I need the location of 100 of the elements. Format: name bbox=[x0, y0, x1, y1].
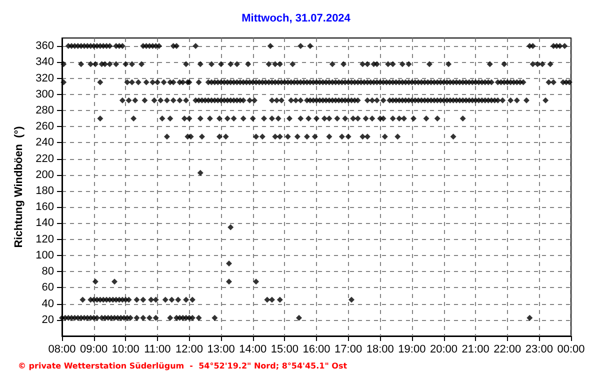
point bbox=[106, 43, 113, 50]
point bbox=[188, 134, 194, 140]
text: © private Wetterstation Süderlügum - 54°52'19.2" Nord; 8°54'45.1" Ost bbox=[18, 362, 348, 370]
point bbox=[340, 61, 347, 68]
y-tick-label: 100 bbox=[36, 249, 54, 262]
y-tick-label: 220 bbox=[36, 152, 54, 165]
point bbox=[423, 116, 430, 122]
point bbox=[486, 61, 493, 68]
y-tick-label: 240 bbox=[36, 136, 54, 149]
point bbox=[364, 134, 370, 140]
x-tick-label: 22:00 bbox=[494, 344, 522, 356]
point bbox=[396, 116, 402, 122]
x-tick-label: 09:00 bbox=[80, 344, 108, 356]
point bbox=[350, 116, 356, 122]
point bbox=[261, 116, 268, 122]
point bbox=[304, 134, 310, 140]
point bbox=[342, 116, 348, 122]
point bbox=[224, 116, 230, 122]
point bbox=[197, 116, 204, 122]
point bbox=[360, 61, 366, 68]
point bbox=[106, 61, 113, 68]
point bbox=[102, 61, 108, 68]
x-tick-label: 11:00 bbox=[144, 344, 171, 356]
point bbox=[94, 314, 100, 321]
point bbox=[294, 134, 300, 140]
point bbox=[410, 116, 417, 122]
point bbox=[530, 43, 536, 50]
point bbox=[140, 314, 146, 321]
point bbox=[226, 278, 232, 285]
point bbox=[162, 296, 168, 303]
point bbox=[97, 116, 104, 122]
point bbox=[88, 61, 94, 68]
point bbox=[286, 116, 292, 122]
point bbox=[268, 116, 275, 122]
y-tick-label: 160 bbox=[36, 201, 54, 214]
y-tick-label: 340 bbox=[36, 56, 54, 68]
point bbox=[530, 61, 536, 68]
point bbox=[80, 296, 86, 303]
point bbox=[119, 43, 126, 50]
point bbox=[226, 260, 232, 267]
point bbox=[321, 116, 328, 122]
point bbox=[267, 43, 274, 50]
point bbox=[539, 61, 546, 68]
point bbox=[534, 61, 541, 68]
point bbox=[122, 61, 129, 68]
point bbox=[130, 116, 137, 122]
point bbox=[306, 116, 312, 122]
x-tick-label: 21:00 bbox=[462, 344, 490, 356]
x-tick-label: 18:00 bbox=[366, 344, 394, 356]
point bbox=[212, 314, 218, 321]
y-tick-label: 180 bbox=[36, 185, 54, 198]
point bbox=[198, 134, 205, 140]
point bbox=[230, 116, 237, 122]
point bbox=[92, 278, 98, 285]
point bbox=[134, 296, 140, 303]
x-tick-label: 20:00 bbox=[430, 344, 458, 356]
point bbox=[152, 314, 159, 321]
point bbox=[216, 134, 222, 140]
point bbox=[348, 296, 354, 303]
point bbox=[345, 134, 352, 140]
point bbox=[390, 61, 396, 68]
chart-title: Mittwoch, 31.07.2024 bbox=[242, 12, 352, 24]
point bbox=[156, 43, 162, 50]
point bbox=[192, 43, 199, 50]
x-tick-label: 17:00 bbox=[334, 344, 362, 356]
point bbox=[167, 314, 174, 321]
point bbox=[556, 43, 563, 50]
y-tick-label: 40 bbox=[42, 298, 54, 310]
y-tick-label: 120 bbox=[36, 233, 54, 246]
y-tick-label: 60 bbox=[42, 282, 54, 294]
point bbox=[181, 116, 188, 122]
point bbox=[276, 296, 283, 303]
point bbox=[197, 61, 204, 68]
x-tick-label: 16:00 bbox=[302, 344, 330, 356]
point bbox=[175, 296, 182, 303]
x-tick-label: 23:00 bbox=[525, 344, 553, 356]
point bbox=[526, 314, 533, 321]
point bbox=[326, 134, 332, 140]
x-tick-label: 08:00 bbox=[48, 344, 76, 356]
point bbox=[208, 61, 215, 68]
point bbox=[240, 116, 246, 122]
point bbox=[446, 61, 452, 68]
point bbox=[234, 61, 240, 68]
point bbox=[245, 61, 252, 68]
x-tick-label: 15:00 bbox=[270, 344, 298, 356]
x-tick-label: 10:00 bbox=[112, 344, 140, 356]
point bbox=[159, 116, 166, 122]
point bbox=[189, 314, 196, 321]
point bbox=[298, 43, 304, 50]
point bbox=[426, 61, 432, 68]
x-tick-label: 14:00 bbox=[239, 344, 267, 356]
point bbox=[268, 296, 275, 303]
point bbox=[134, 314, 140, 321]
point bbox=[374, 61, 380, 68]
point bbox=[197, 170, 204, 176]
point bbox=[60, 61, 67, 68]
point bbox=[206, 116, 213, 122]
y-tick-label: 260 bbox=[36, 120, 54, 133]
point bbox=[314, 116, 320, 122]
point bbox=[228, 224, 234, 230]
